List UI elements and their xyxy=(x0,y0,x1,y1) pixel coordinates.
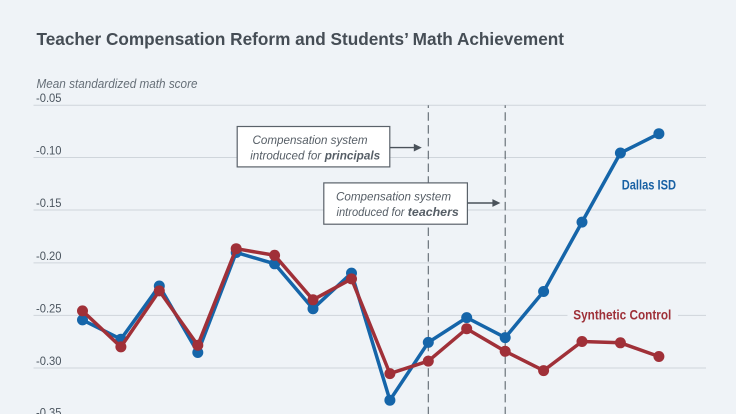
svg-text:Compensation system: Compensation system xyxy=(253,133,368,147)
svg-text:-0.15: -0.15 xyxy=(36,196,62,210)
svg-text:-0.05: -0.05 xyxy=(36,91,62,105)
svg-text:-0.30: -0.30 xyxy=(36,354,62,368)
svg-text:-0.25: -0.25 xyxy=(36,301,62,315)
svg-text:introduced for: introduced for xyxy=(337,205,406,219)
svg-text:Compensation system: Compensation system xyxy=(336,189,451,203)
svg-text:introduced for: introduced for xyxy=(250,149,322,163)
svg-text:Dallas ISD: Dallas ISD xyxy=(622,178,677,193)
svg-text:-0.20: -0.20 xyxy=(36,249,62,263)
svg-text:Teacher Compensation Reform an: Teacher Compensation Reform and Students… xyxy=(37,29,565,49)
svg-text:principals: principals xyxy=(324,149,381,163)
svg-text:Synthetic Control: Synthetic Control xyxy=(573,307,671,322)
svg-text:teachers: teachers xyxy=(408,205,459,219)
svg-text:Mean standardized math score: Mean standardized math score xyxy=(37,76,198,91)
svg-text:-0.35: -0.35 xyxy=(36,406,62,414)
svg-text:-0.10: -0.10 xyxy=(36,144,62,158)
